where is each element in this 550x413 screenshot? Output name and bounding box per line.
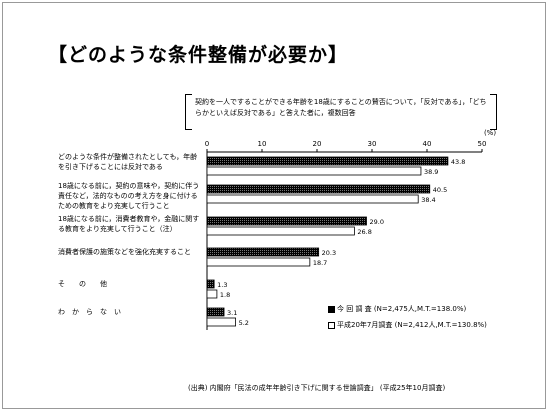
legend-label: 平成20年7月調査 (N=2,412人,M.T.=130.8%) bbox=[337, 321, 487, 329]
x-tick-label: 40 bbox=[423, 140, 432, 148]
bar bbox=[206, 166, 422, 176]
data-label: 29.0 bbox=[370, 218, 384, 226]
data-label: 20.3 bbox=[322, 249, 336, 257]
slide-frame bbox=[2, 2, 546, 409]
data-label: 18.7 bbox=[313, 259, 327, 267]
bar bbox=[206, 184, 431, 194]
source-note: (出典) 内閣府「民法の成年年齢引き下げに関する世論調査」 (平成25年10月調… bbox=[188, 384, 446, 392]
data-label: 1.3 bbox=[217, 281, 227, 289]
x-tick-label: 20 bbox=[313, 140, 322, 148]
x-tick-label: 10 bbox=[258, 140, 267, 148]
category-label: どのような条件が整備されたとしても，年齢を引き下げることには反対である bbox=[58, 153, 198, 171]
bar bbox=[206, 194, 419, 204]
bar bbox=[206, 156, 449, 166]
bar bbox=[206, 257, 311, 267]
bar bbox=[206, 279, 215, 289]
legend-label: 今 回 調 査 (N=2,475人,M.T.=138.0%) bbox=[337, 305, 467, 313]
legend-item-current: 今 回 調 査 (N=2,475人,M.T.=138.0%) bbox=[328, 304, 466, 314]
category-label: そ の 他 bbox=[58, 280, 107, 288]
bar bbox=[206, 289, 218, 299]
survey-note: 契約を一人ですることができる年齢を18歳にすることの賛否について，「反対である」… bbox=[185, 94, 497, 130]
data-label: 3.1 bbox=[227, 309, 237, 317]
category-label: 18歳になる前に，契約の意味や，契約に伴う責任など，法的なものの考え方を身に付け… bbox=[58, 182, 200, 210]
data-label: 40.5 bbox=[433, 186, 447, 194]
unit-label: (%) bbox=[484, 129, 496, 137]
data-label: 1.8 bbox=[220, 291, 230, 299]
bar bbox=[206, 216, 367, 226]
category-label: 消費者保護の施策などを強化充実すること bbox=[58, 248, 191, 256]
data-label: 38.4 bbox=[421, 196, 435, 204]
category-label: 18歳になる前に，消費者教育や，金融に関する教育をより充実して行うこと（注） bbox=[58, 215, 200, 233]
data-label: 43.8 bbox=[451, 158, 465, 166]
x-tick-label: 30 bbox=[368, 140, 377, 148]
x-tick-label: 0 bbox=[205, 140, 209, 148]
bar bbox=[206, 317, 237, 327]
legend-item-previous: 平成20年7月調査 (N=2,412人,M.T.=130.8%) bbox=[328, 320, 487, 330]
data-label: 5.2 bbox=[239, 319, 249, 327]
category-label: わ か ら な い bbox=[58, 308, 121, 316]
bar bbox=[206, 307, 225, 317]
data-label: 26.8 bbox=[357, 228, 371, 236]
data-label: 38.9 bbox=[424, 168, 438, 176]
page-title: 【どのような条件整備が必要か】 bbox=[48, 44, 349, 66]
x-tick-label: 50 bbox=[478, 140, 487, 148]
legend-swatch bbox=[328, 321, 335, 329]
bar bbox=[206, 226, 355, 236]
bar bbox=[206, 247, 320, 257]
legend-swatch bbox=[328, 305, 335, 313]
